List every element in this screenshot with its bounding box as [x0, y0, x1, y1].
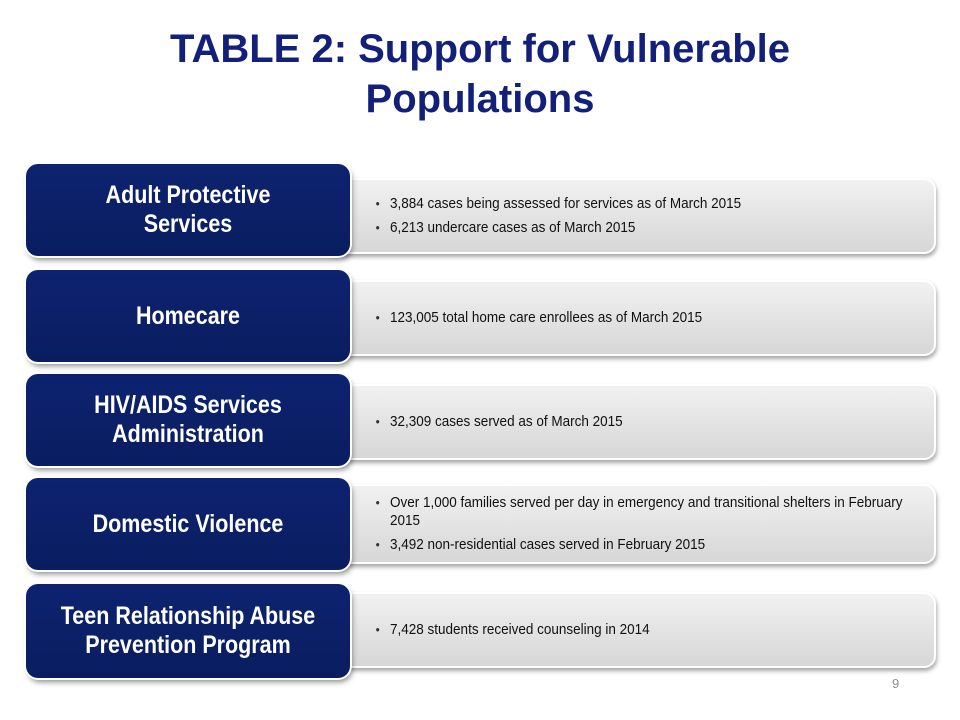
- category-label: Homecare: [26, 270, 350, 362]
- slide-title: TABLE 2: Support for Vulnerable Populati…: [0, 24, 960, 124]
- bullet-item: Over 1,000 families served per day in em…: [372, 494, 929, 530]
- category-label: Adult Protective Services: [26, 164, 350, 256]
- bullet-item: 7,428 students received counseling in 20…: [372, 621, 698, 639]
- details-box: 123,005 total home care enrollees as of …: [322, 280, 936, 356]
- details-box: 3,884 cases being assessed for services …: [322, 178, 936, 254]
- bullet-list: 3,884 cases being assessed for services …: [372, 195, 782, 237]
- bullet-item: 123,005 total home care enrollees as of …: [372, 309, 757, 327]
- bullet-list: Over 1,000 families served per day in em…: [372, 494, 912, 554]
- slide-title-line-1: TABLE 2: Support for Vulnerable: [169, 27, 791, 71]
- category-label: HIV/AIDS Services Administration: [26, 374, 350, 466]
- bullet-item: 3,492 non-residential cases served in Fe…: [372, 536, 929, 554]
- category-label: Teen Relationship Abuse Prevention Progr…: [26, 584, 350, 678]
- details-box: 32,309 cases served as of March 2015: [322, 384, 936, 460]
- details-box: Over 1,000 families served per day in em…: [322, 484, 936, 564]
- bullet-item: 6,213 undercare cases as of March 2015: [372, 219, 800, 237]
- bullet-item: 3,884 cases being assessed for services …: [372, 195, 800, 213]
- bullet-item: 32,309 cases served as of March 2015: [372, 413, 668, 431]
- slide-title-line-2: Populations: [365, 77, 595, 121]
- bullet-list: 32,309 cases served as of March 2015: [372, 413, 651, 431]
- details-box: 7,428 students received counseling in 20…: [322, 592, 936, 668]
- category-label: Domestic Violence: [26, 478, 350, 570]
- page-number: 9: [892, 676, 900, 691]
- bullet-list: 123,005 total home care enrollees as of …: [372, 309, 739, 327]
- bullet-list: 7,428 students received counseling in 20…: [372, 621, 681, 639]
